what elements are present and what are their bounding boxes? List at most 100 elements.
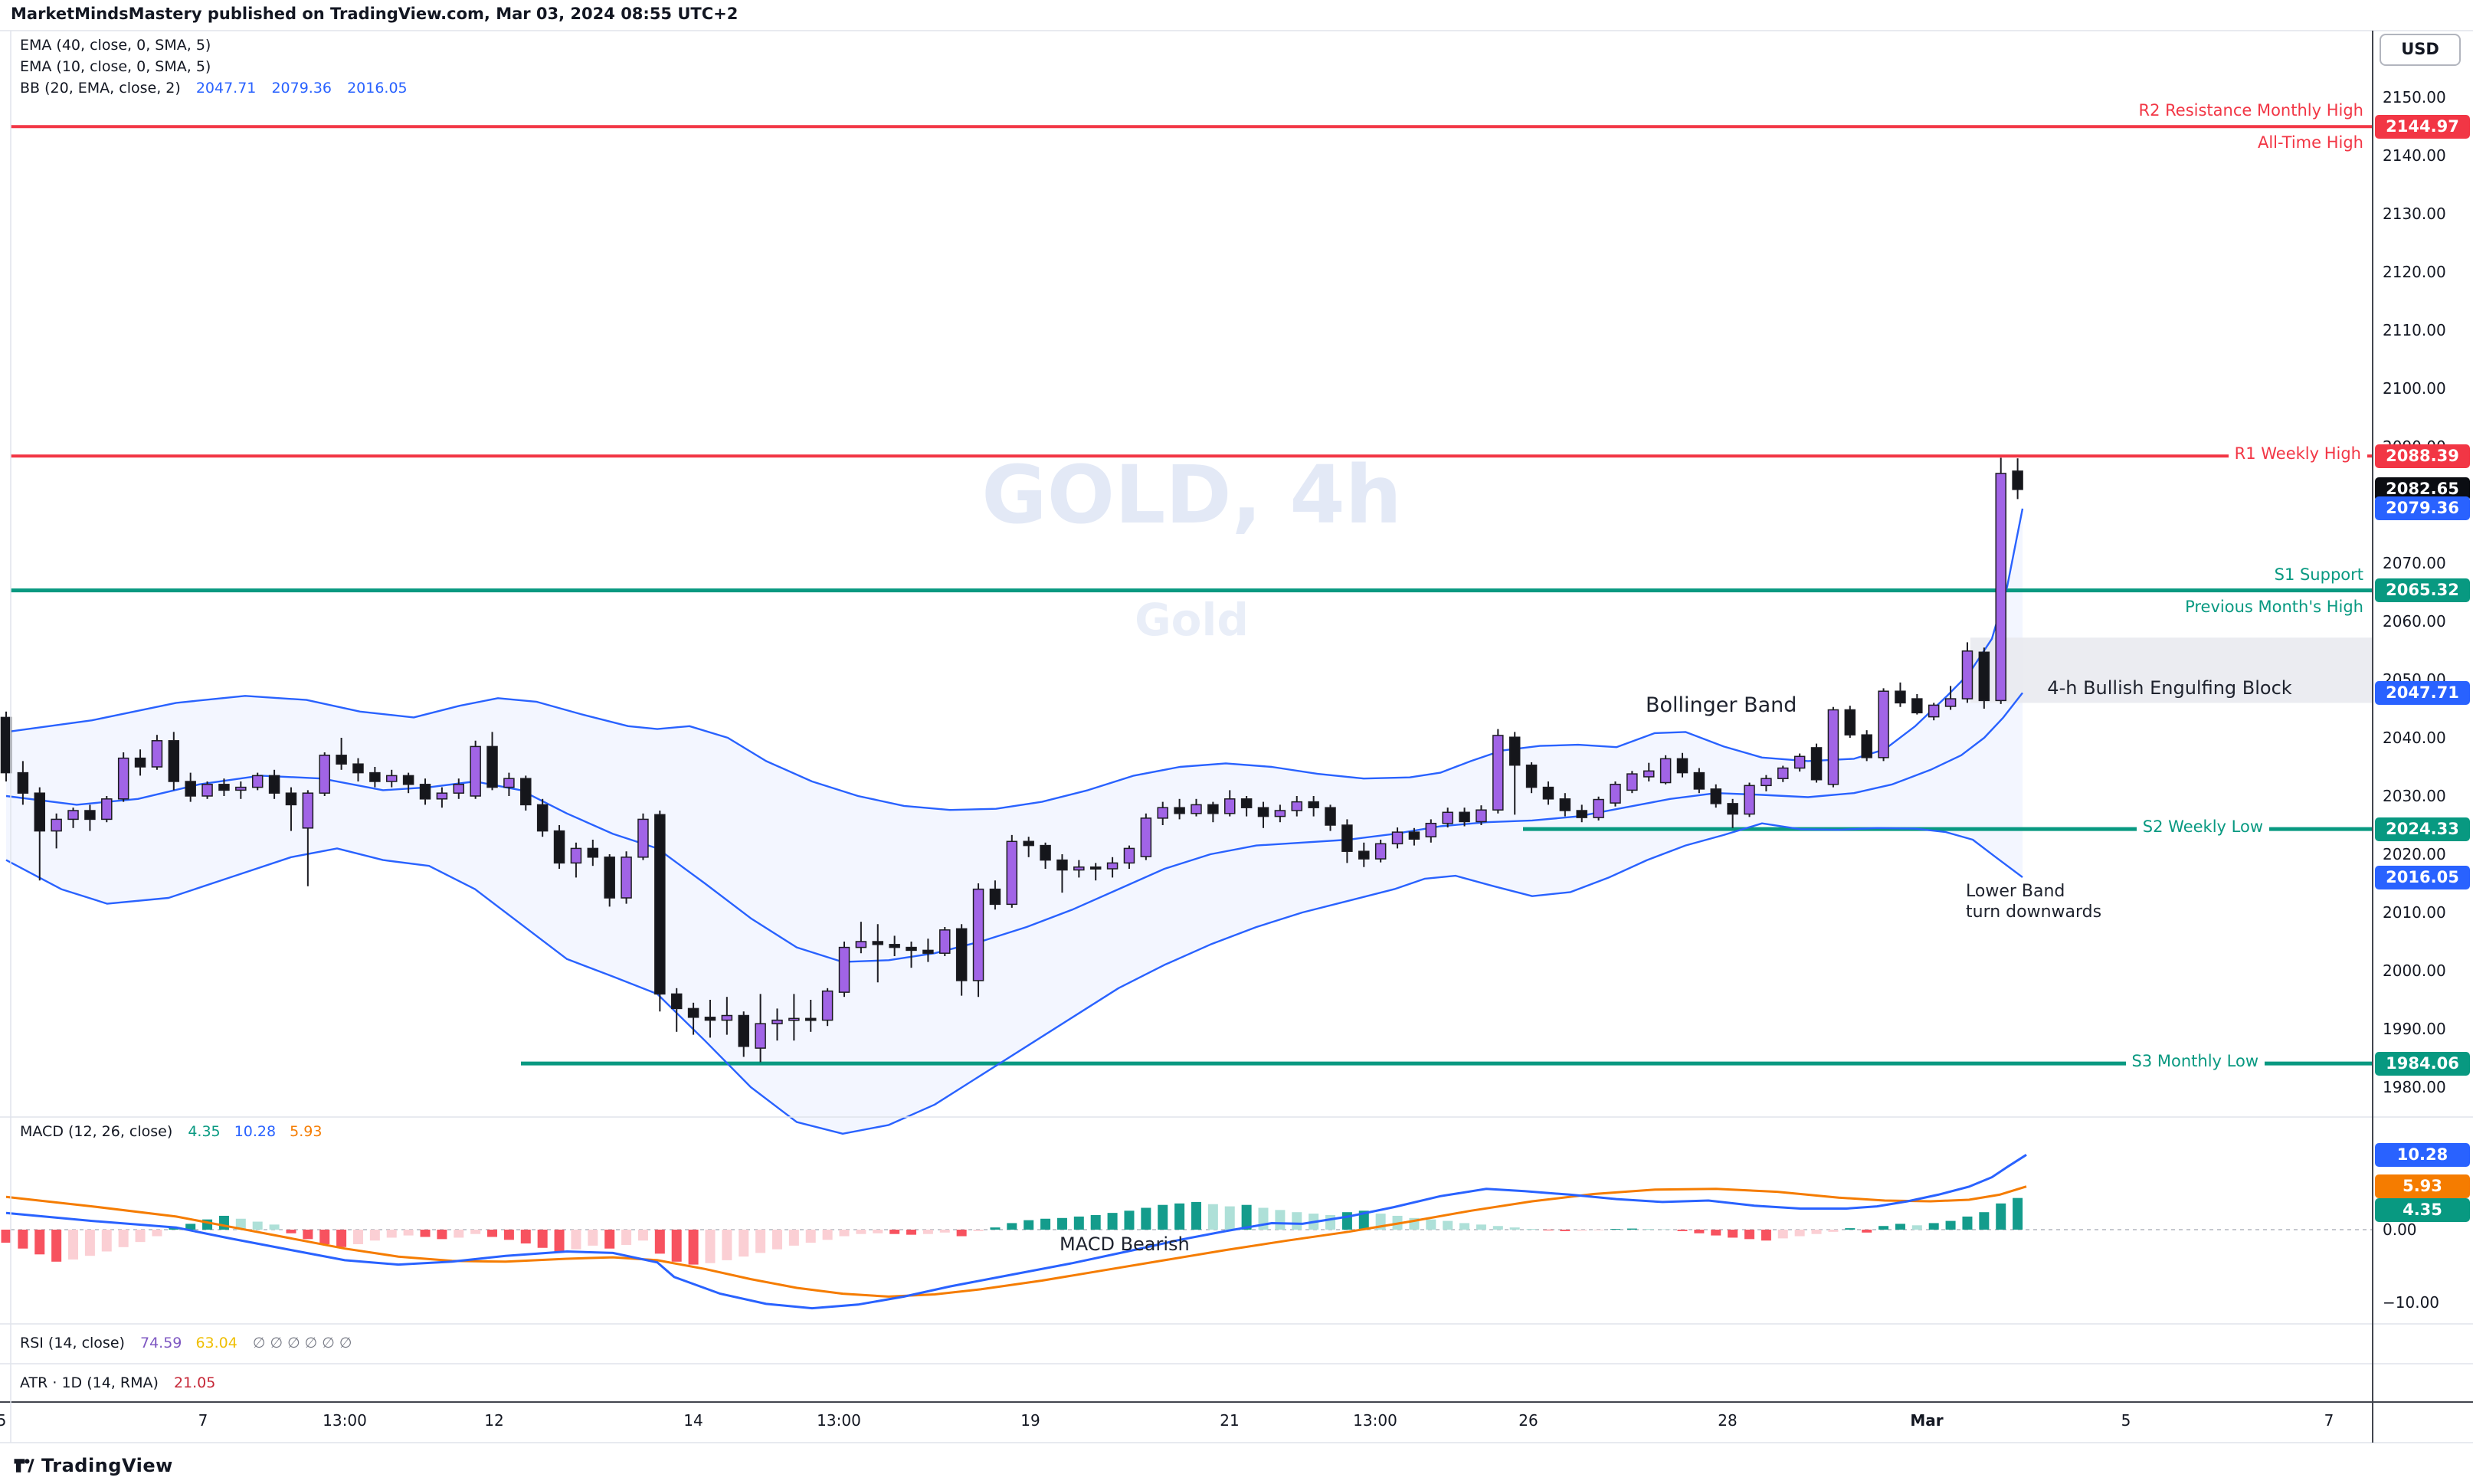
tradingview-logo-icon (14, 1459, 34, 1473)
candle-body (235, 786, 247, 791)
macd-histogram-bar (805, 1230, 816, 1243)
time-tick-label: 19 (1020, 1411, 1040, 1430)
candle-body (151, 740, 163, 768)
macd-histogram-bar (1476, 1224, 1486, 1230)
candle-body (872, 941, 884, 945)
macd-histogram-bar (722, 1230, 732, 1260)
candle-body (1793, 755, 1806, 769)
time-tick-label: 13:00 (817, 1411, 861, 1430)
candle-body (1073, 866, 1085, 871)
macd-histogram-bar (755, 1230, 766, 1253)
tradingview-logo-text: TradingView (41, 1455, 173, 1476)
macd-histogram-bar (1794, 1230, 1805, 1237)
bollinger-fill (6, 508, 2023, 1134)
bb-lower-value: 2016.05 (347, 80, 408, 97)
macd-hist-value: 4.35 (188, 1123, 221, 1140)
ema10-label: EMA (10, close, 0, SMA, 5) (20, 58, 211, 75)
legend-macd[interactable]: MACD (12, 26, close) 4.35 10.28 5.93 (20, 1123, 322, 1140)
macd-line (5, 1154, 2027, 1310)
macd-histogram-bar (1090, 1215, 1101, 1230)
candle-body (821, 990, 834, 1021)
level-label-r2: R2 Resistance Monthly High (2138, 101, 2364, 120)
candle-body (1223, 798, 1236, 814)
time-tick-label: 7 (2324, 1411, 2334, 1430)
candle-body (621, 857, 632, 899)
bullish-engulfing-block (1970, 637, 2373, 703)
macd-histogram-bar (1862, 1230, 1872, 1233)
price-tick-label: 2150.00 (2383, 88, 2446, 106)
candle-body (67, 810, 79, 821)
macd-histogram-bar (1443, 1220, 1453, 1230)
candle-body (1761, 778, 1772, 787)
macd-histogram-bar (1560, 1230, 1571, 1231)
macd-histogram-bar (1643, 1229, 1654, 1230)
macd-histogram-bar (956, 1230, 967, 1237)
candle-body (721, 1014, 733, 1021)
candle-body (1341, 824, 1353, 852)
macd-histogram-bar (269, 1224, 280, 1230)
legend-ema40[interactable]: EMA (40, close, 0, SMA, 5) (20, 37, 211, 54)
macd-histogram-bar (369, 1230, 380, 1241)
price-badge-r2: 2144.97 (2375, 114, 2470, 139)
macd-histogram-bar (520, 1230, 531, 1244)
macd-histogram-bar (1056, 1217, 1067, 1230)
candle-body (218, 784, 230, 791)
macd-badge-1: 5.93 (2375, 1174, 2470, 1199)
macd-histogram-bar (922, 1230, 933, 1234)
legend-bb[interactable]: BB (20, EMA, close, 2) 2047.71 2079.36 2… (20, 80, 408, 97)
atr-label: ATR · 1D (14, RMA) (20, 1374, 159, 1391)
candle-body (1727, 803, 1738, 815)
macd-histogram-bar (1761, 1230, 1771, 1241)
macd-histogram-bar (218, 1215, 229, 1230)
tradingview-logo[interactable]: TradingView (12, 1454, 173, 1477)
bollinger-basis-line (5, 692, 2023, 963)
candle-body (1006, 840, 1018, 906)
macd-histogram-bar (235, 1218, 246, 1230)
candle-body (1358, 850, 1370, 860)
annotation-engulfing-block: 4-h Bullish Engulfing Block (2047, 677, 2292, 699)
price-badge-s1: 2065.32 (2375, 578, 2470, 603)
currency-toggle-button[interactable]: USD (2380, 34, 2461, 66)
macd-histogram-bar (1224, 1206, 1235, 1230)
macd-histogram-bar (739, 1230, 749, 1257)
legend-atr[interactable]: ATR · 1D (14, RMA) 21.05 (20, 1374, 215, 1391)
macd-badge-2: 4.35 (2375, 1198, 2470, 1223)
price-tick-label: 2030.00 (2383, 787, 2446, 805)
price-tick-label: 2140.00 (2383, 146, 2446, 165)
candle-body (1408, 831, 1420, 840)
macd-histogram-bar (1292, 1212, 1302, 1230)
macd-histogram-bar (1174, 1203, 1185, 1230)
price-tick-label: 1980.00 (2383, 1078, 2446, 1096)
macd-histogram-bar (420, 1230, 431, 1237)
candle-body (1040, 844, 1051, 861)
macd-histogram-bar (1191, 1201, 1201, 1230)
macd-histogram-bar (352, 1230, 363, 1244)
macd-histogram-bar (1325, 1215, 1336, 1230)
price-tick-label: 2130.00 (2383, 205, 2446, 223)
rsi-value-2: 63.04 (195, 1335, 237, 1351)
candle-body (1325, 807, 1336, 826)
macd-histogram-bar (1207, 1204, 1218, 1230)
macd-signal-value: 5.93 (290, 1123, 323, 1140)
macd-histogram-bar (68, 1230, 79, 1260)
candle-body (1911, 698, 1923, 714)
macd-histogram-bar (152, 1230, 162, 1237)
macd-histogram-bar (437, 1230, 447, 1240)
price-badge-r1: 2088.39 (2375, 444, 2470, 468)
time-tick-label: 7 (198, 1411, 208, 1430)
candle-body (369, 771, 381, 782)
candle-body (704, 1017, 716, 1021)
legend-ema10[interactable]: EMA (10, close, 0, SMA, 5) (20, 58, 211, 75)
macd-histogram-bar (1811, 1230, 1822, 1234)
candle-body (419, 784, 431, 800)
macd-tick-label: −10.00 (2383, 1293, 2440, 1312)
candle-body (972, 888, 984, 981)
legend-rsi[interactable]: RSI (14, close) 74.59 63.04 ∅ ∅ ∅ ∅ ∅ ∅ (20, 1335, 352, 1351)
macd-histogram-bar (1024, 1220, 1034, 1230)
macd-badge-0: 10.28 (2375, 1142, 2470, 1167)
macd-histogram-bar (856, 1230, 866, 1234)
rsi-label: RSI (14, close) (20, 1335, 125, 1351)
macd-histogram-bar (1241, 1204, 1252, 1230)
